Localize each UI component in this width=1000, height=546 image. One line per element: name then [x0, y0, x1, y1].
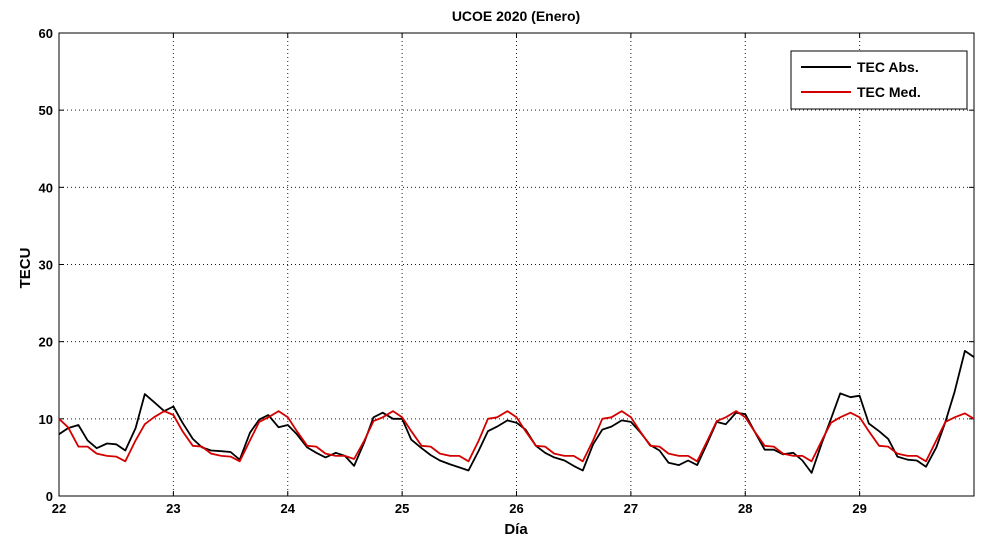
y-tick-label: 60 — [39, 26, 53, 41]
legend: TEC Abs. TEC Med. — [790, 50, 968, 110]
y-tick-label: 0 — [46, 489, 53, 504]
x-tick-label: 26 — [509, 501, 523, 516]
x-tick-label: 29 — [852, 501, 866, 516]
chart-title: UCOE 2020 (Enero) — [452, 8, 580, 24]
y-tick-label: 50 — [39, 103, 53, 118]
legend-label-abs: TEC Abs. — [857, 59, 919, 75]
y-tick-label: 40 — [39, 180, 53, 195]
x-axis-label: Día — [504, 521, 528, 538]
x-tick-label: 25 — [395, 501, 409, 516]
y-tick-label: 20 — [39, 335, 53, 350]
y-axis-label: TECU — [17, 248, 34, 289]
x-tick-label: 24 — [281, 501, 296, 516]
x-tick-label: 23 — [166, 501, 180, 516]
x-tick-label: 28 — [738, 501, 752, 516]
legend-box — [790, 50, 968, 110]
y-tick-label: 30 — [39, 258, 53, 273]
axis-ticks: 0 10 20 30 40 50 60 22 23 24 25 26 27 28 29 — [39, 26, 974, 516]
legend-label-med: TEC Med. — [857, 84, 921, 100]
series-line-tec-med — [58, 410, 975, 463]
grid-lines — [59, 33, 974, 496]
y-tick-label: 10 — [39, 412, 53, 427]
series-line-tec-abs — [58, 349, 975, 474]
series-lines — [58, 349, 975, 474]
x-tick-label: 22 — [52, 501, 66, 516]
x-tick-label: 27 — [624, 501, 638, 516]
